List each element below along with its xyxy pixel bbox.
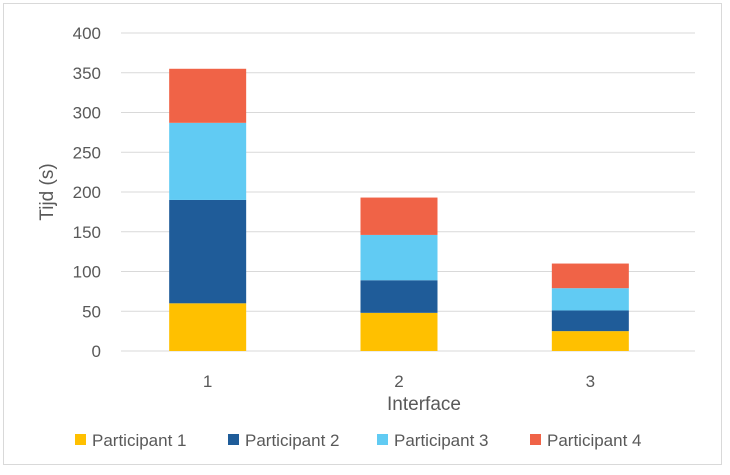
legend-swatch	[530, 434, 541, 445]
y-tick-label: 300	[73, 104, 101, 123]
legend-swatch	[75, 434, 86, 445]
bar-segment	[360, 234, 438, 281]
x-tick-labels: 1 2 3	[203, 372, 595, 391]
y-tick-label: 50	[82, 302, 101, 321]
legend-label: Participant 3	[394, 431, 489, 450]
legend-label: Participant 2	[245, 431, 340, 450]
bar-segment	[551, 288, 629, 311]
legend-item: Participant 4	[530, 431, 642, 450]
legend: Participant 1 Participant 2 Participant 3 P…	[75, 431, 642, 450]
y-tick-label: 350	[73, 64, 101, 83]
bar-segment	[169, 199, 247, 304]
legend-item: Participant 3	[377, 431, 489, 450]
y-tick-label: 150	[73, 223, 101, 242]
y-tick-label: 400	[73, 24, 101, 43]
bar-segment	[360, 280, 438, 313]
bars	[169, 68, 629, 351]
y-tick-label: 200	[73, 183, 101, 202]
x-tick-label: 2	[394, 372, 403, 391]
bar-segment	[169, 122, 247, 200]
bar-segment	[360, 197, 438, 235]
legend-item: Participant 1	[75, 431, 187, 450]
bar-segment	[169, 68, 247, 123]
bar-segment	[360, 312, 438, 351]
bar-segment	[551, 263, 629, 289]
y-tick-label: 250	[73, 143, 101, 162]
legend-label: Participant 4	[547, 431, 642, 450]
legend-item: Participant 2	[228, 431, 340, 450]
x-tick-label: 1	[203, 372, 212, 391]
y-axis-title: Tijd (s)	[37, 163, 58, 220]
y-tick-label: 0	[92, 342, 101, 361]
bar-segment	[551, 331, 629, 351]
legend-swatch	[228, 434, 239, 445]
y-tick-label: 100	[73, 263, 101, 282]
y-tick-labels: 0 50 100 150 200 250 300 350 400	[73, 24, 101, 361]
bar-segment	[551, 310, 629, 332]
legend-swatch	[377, 434, 388, 445]
legend-label: Participant 1	[92, 431, 187, 450]
bar-segment	[169, 303, 247, 351]
x-axis-title: Interface	[387, 394, 461, 415]
x-tick-label: 3	[586, 372, 595, 391]
